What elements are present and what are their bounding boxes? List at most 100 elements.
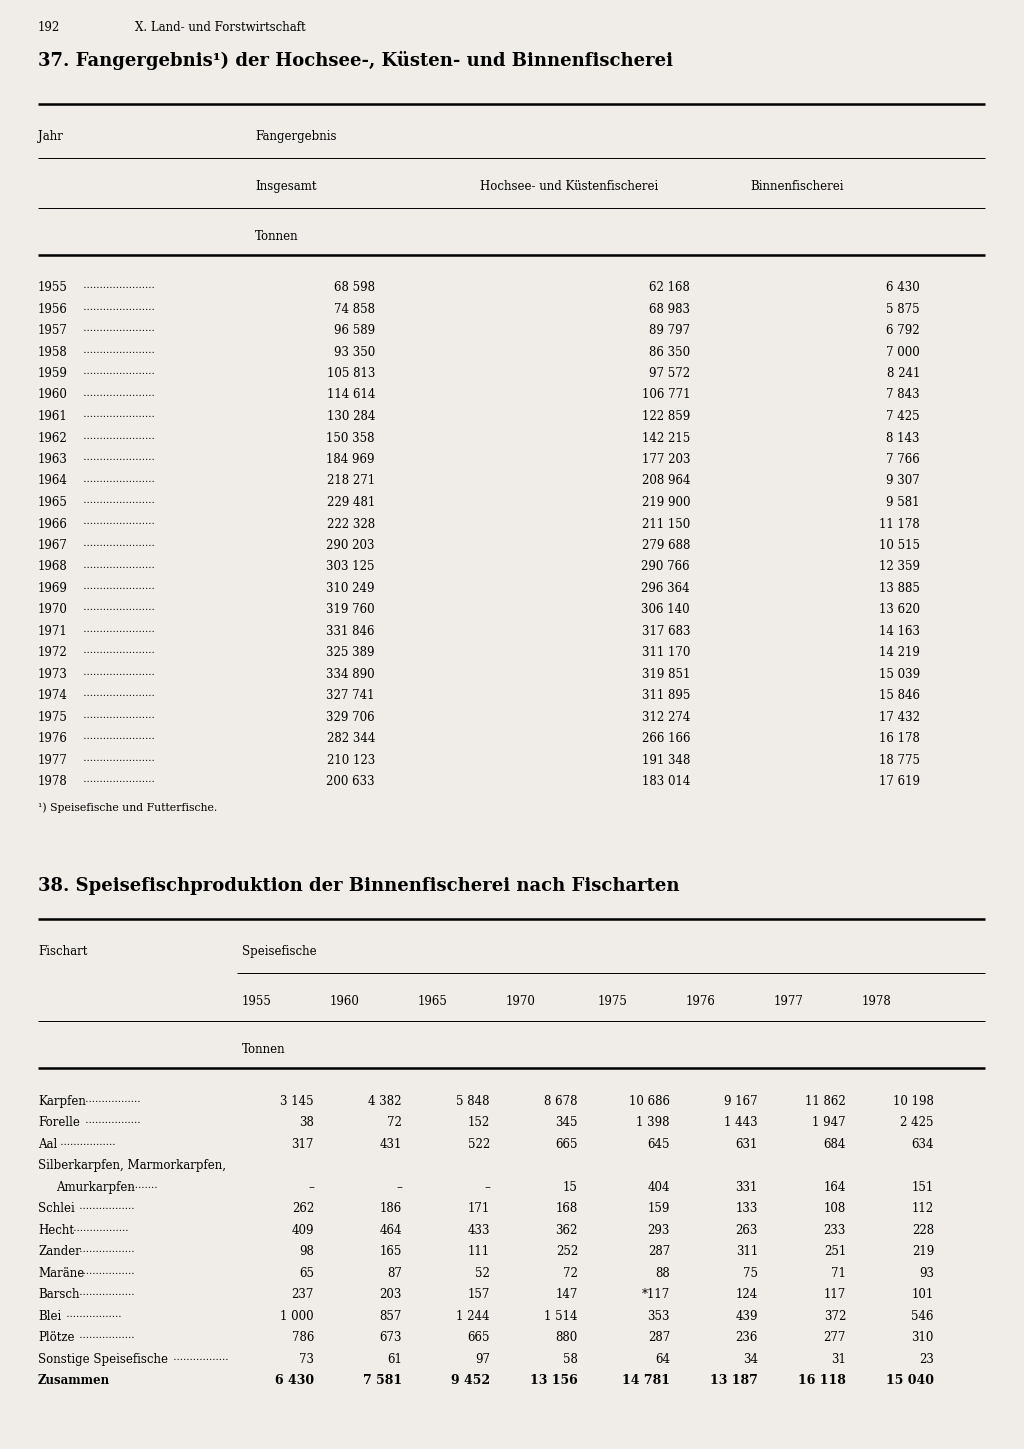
Text: .................: .................: [82, 1095, 140, 1104]
Text: 857: 857: [380, 1310, 402, 1323]
Text: 191 348: 191 348: [642, 753, 690, 767]
Text: Forelle: Forelle: [38, 1117, 80, 1130]
Text: ......................: ......................: [80, 345, 155, 355]
Text: 117: 117: [823, 1288, 846, 1301]
Text: 10 515: 10 515: [879, 539, 920, 552]
Text: 93: 93: [919, 1266, 934, 1279]
Text: ......................: ......................: [80, 539, 155, 548]
Text: 7 000: 7 000: [886, 345, 920, 358]
Text: 1975: 1975: [38, 711, 68, 724]
Text: 325 389: 325 389: [327, 646, 375, 659]
Text: 1 398: 1 398: [637, 1117, 670, 1130]
Text: 86 350: 86 350: [649, 345, 690, 358]
Text: 1 244: 1 244: [457, 1310, 490, 1323]
Text: 1960: 1960: [38, 388, 68, 401]
Text: ......................: ......................: [80, 517, 155, 526]
Text: Schlei: Schlei: [38, 1203, 75, 1216]
Text: Maräne: Maräne: [38, 1266, 84, 1279]
Text: 1960: 1960: [330, 995, 359, 1009]
Text: ......................: ......................: [80, 325, 155, 333]
Text: 7 766: 7 766: [886, 454, 920, 467]
Text: 61: 61: [387, 1353, 402, 1366]
Text: ......................: ......................: [80, 711, 155, 720]
Text: 296 364: 296 364: [641, 582, 690, 596]
Text: ......................: ......................: [80, 775, 155, 784]
Text: 219: 219: [911, 1246, 934, 1259]
Text: ......................: ......................: [80, 410, 155, 419]
Text: Plötze: Plötze: [38, 1332, 75, 1345]
Text: ......................: ......................: [80, 625, 155, 635]
Text: .................: .................: [76, 1266, 134, 1277]
Text: 17 432: 17 432: [879, 711, 920, 724]
Text: 89 797: 89 797: [649, 325, 690, 338]
Text: 1971: 1971: [38, 625, 68, 638]
Text: 1964: 1964: [38, 474, 68, 487]
Text: ......................: ......................: [80, 733, 155, 742]
Text: 200 633: 200 633: [327, 775, 375, 788]
Text: 15 846: 15 846: [879, 690, 920, 703]
Text: 1976: 1976: [38, 733, 68, 745]
Text: 3 145: 3 145: [281, 1095, 314, 1108]
Text: ......................: ......................: [80, 753, 155, 764]
Text: 8 678: 8 678: [545, 1095, 578, 1108]
Text: 1975: 1975: [598, 995, 628, 1009]
Text: 312 274: 312 274: [642, 711, 690, 724]
Text: 645: 645: [647, 1137, 670, 1151]
Text: 1962: 1962: [38, 432, 68, 445]
Text: 329 706: 329 706: [327, 711, 375, 724]
Text: Karpfen: Karpfen: [38, 1095, 86, 1108]
Text: 631: 631: [735, 1137, 758, 1151]
Text: 68 598: 68 598: [334, 281, 375, 294]
Text: 634: 634: [911, 1137, 934, 1151]
Text: .................: .................: [170, 1353, 228, 1362]
Text: 16 178: 16 178: [880, 733, 920, 745]
Text: 331: 331: [735, 1181, 758, 1194]
Text: 38. Speisefischproduktion der Binnenfischerei nach Fischarten: 38. Speisefischproduktion der Binnenfisc…: [38, 877, 680, 895]
Text: 673: 673: [380, 1332, 402, 1345]
Text: 1 514: 1 514: [545, 1310, 578, 1323]
Text: 52: 52: [475, 1266, 490, 1279]
Text: 147: 147: [556, 1288, 578, 1301]
Text: 192: 192: [38, 20, 60, 33]
Text: 1963: 1963: [38, 454, 68, 467]
Text: 11 178: 11 178: [880, 517, 920, 530]
Text: Barsch: Barsch: [38, 1288, 80, 1301]
Text: 334 890: 334 890: [327, 668, 375, 681]
Text: 1972: 1972: [38, 646, 68, 659]
Text: 10 198: 10 198: [893, 1095, 934, 1108]
Text: 14 219: 14 219: [880, 646, 920, 659]
Text: 108: 108: [823, 1203, 846, 1216]
Text: 183 014: 183 014: [642, 775, 690, 788]
Text: 208 964: 208 964: [641, 474, 690, 487]
Text: 310 249: 310 249: [327, 582, 375, 596]
Text: 11 862: 11 862: [805, 1095, 846, 1108]
Text: –: –: [396, 1181, 402, 1194]
Text: 65: 65: [299, 1266, 314, 1279]
Text: 122 859: 122 859: [642, 410, 690, 423]
Text: 433: 433: [468, 1224, 490, 1237]
Text: 327 741: 327 741: [327, 690, 375, 703]
Text: 171: 171: [468, 1203, 490, 1216]
Text: 1969: 1969: [38, 582, 68, 596]
Text: Jahr: Jahr: [38, 130, 62, 143]
Text: 1978: 1978: [862, 995, 892, 1009]
Text: 1970: 1970: [506, 995, 536, 1009]
Text: 290 766: 290 766: [641, 561, 690, 574]
Text: 12 359: 12 359: [879, 561, 920, 574]
Text: 18 775: 18 775: [879, 753, 920, 767]
Text: 8 143: 8 143: [887, 432, 920, 445]
Text: 252: 252: [556, 1246, 578, 1259]
Text: 211 150: 211 150: [642, 517, 690, 530]
Text: 64: 64: [655, 1353, 670, 1366]
Text: 1978: 1978: [38, 775, 68, 788]
Text: 546: 546: [911, 1310, 934, 1323]
Text: 279 688: 279 688: [642, 539, 690, 552]
Text: 98: 98: [299, 1246, 314, 1259]
Text: 362: 362: [556, 1224, 578, 1237]
Text: 228: 228: [912, 1224, 934, 1237]
Text: 522: 522: [468, 1137, 490, 1151]
Text: 142 215: 142 215: [642, 432, 690, 445]
Text: 1965: 1965: [38, 496, 68, 509]
Text: Aal: Aal: [38, 1137, 57, 1151]
Text: 157: 157: [468, 1288, 490, 1301]
